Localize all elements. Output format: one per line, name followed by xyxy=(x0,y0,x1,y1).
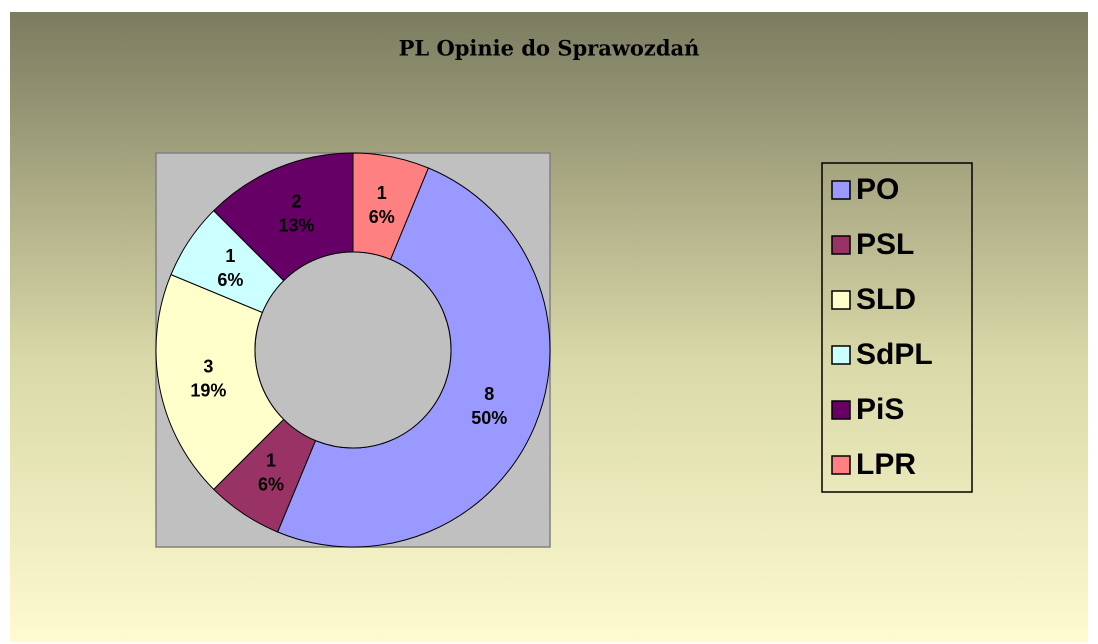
percent-label: 6% xyxy=(369,207,395,227)
data-label: 1 xyxy=(225,246,235,266)
percent-label: 13% xyxy=(279,215,315,235)
legend-swatch xyxy=(831,345,851,365)
legend-box xyxy=(821,162,973,493)
chart-title: PL Opinie do Sprawozdań xyxy=(399,36,700,61)
legend-label: LPR xyxy=(856,448,916,481)
data-label: 1 xyxy=(377,183,387,203)
legend-swatch xyxy=(831,235,851,255)
legend-swatch xyxy=(831,290,851,310)
legend-label: PO xyxy=(856,173,899,206)
legend-label: PiS xyxy=(856,393,904,426)
legend-swatch xyxy=(831,180,851,200)
legend-label: SLD xyxy=(856,283,916,316)
data-label: 8 xyxy=(484,384,494,404)
legend-swatch xyxy=(831,455,851,475)
percent-label: 50% xyxy=(471,408,507,428)
data-label: 2 xyxy=(292,191,302,211)
donut-hole xyxy=(254,251,452,449)
data-label: 1 xyxy=(266,450,276,470)
data-label: 3 xyxy=(203,357,213,377)
legend-swatch xyxy=(831,400,851,420)
percent-label: 19% xyxy=(190,381,226,401)
legend-label: PSL xyxy=(856,228,914,261)
percent-label: 6% xyxy=(258,474,284,494)
percent-label: 6% xyxy=(217,270,243,290)
legend-label: SdPL xyxy=(856,338,933,371)
